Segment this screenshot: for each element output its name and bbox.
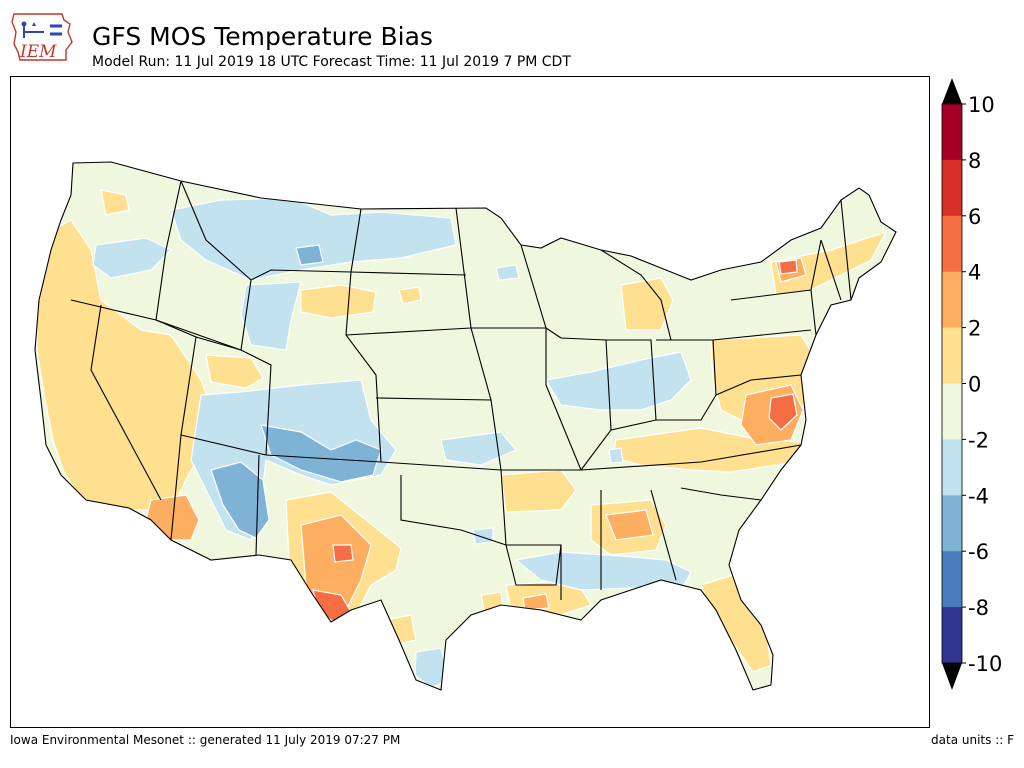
colorbar-under-arrow [942,663,962,690]
co-cold [260,424,382,483]
ut-warm [205,354,264,389]
colorbar-bin [942,104,962,161]
colorbar-over-arrow [942,78,962,104]
colorbar-label: -6 [968,540,989,564]
va-hot [768,393,798,431]
michigan-warm [620,277,674,331]
map-title: GFS MOS Temperature Bias [92,22,433,51]
mt-cold-spot [295,244,324,266]
sd-warm-spot [398,286,422,305]
ms-cool-spot [472,527,494,545]
nw-washington-warm [100,189,130,216]
id-wy-cool [240,281,302,351]
colorbar-bin [942,495,962,552]
colorbar-bin [942,215,962,273]
colorbar-label: 4 [968,261,981,285]
colorbar-bin [942,159,962,217]
colorbar-bin [942,271,962,329]
tx-south-cool [414,647,450,689]
colorbar-label: 0 [968,373,981,397]
colorbar-label: -8 [968,596,989,620]
nd-cool-spot [495,264,520,281]
colorbar-label: 8 [968,149,981,173]
ny-hot [778,259,798,275]
map-frame [10,76,930,728]
state-boundaries [34,161,897,691]
colorbar: 10 8 6 4 2 0 -2 -4 -6 -8 -10 [941,78,1002,690]
al-warm [605,509,654,541]
footer-units: data units :: F [931,733,1014,747]
colorbar-label: -2 [968,428,989,452]
colorbar-bin [942,383,962,440]
ar-warm [500,469,577,513]
colorbar-bin [942,551,962,608]
wa-cool [92,237,173,279]
colorbar-label: -4 [968,484,989,508]
colorbar-label: -10 [968,652,1002,676]
tx-coast-warm [385,614,417,646]
colorbar-bins [941,103,963,664]
map-subtitle: Model Run: 11 Jul 2019 18 UTC Forecast T… [92,54,571,70]
us-outline [34,161,897,691]
pacific-coast-warm [35,219,217,511]
colorbar-label: 10 [968,93,995,117]
nm-cold [210,461,270,539]
bias-regions-minus4-to-minus6 [210,244,382,539]
colorbar-labels: 10 8 6 4 2 0 -2 -4 -6 -8 -10 [962,93,1002,676]
iem-logo: IEM [11,13,73,62]
wy-warm [300,284,377,319]
weather-station-icon [21,21,62,38]
tx-hot-spot [332,544,354,563]
ky-cool-spot [608,447,624,464]
bias-contours [35,162,896,690]
colorbar-bin [942,327,962,384]
colorbar-bin [942,607,962,664]
bias-map [34,161,897,691]
la-warm [522,593,550,611]
colorbar-bin [942,439,962,496]
footer-credit: Iowa Environmental Mesonet :: generated … [10,733,401,747]
logo-text: IEM [19,42,57,62]
colorbar-label: 6 [968,205,981,229]
colorbar-label: 2 [968,317,981,341]
